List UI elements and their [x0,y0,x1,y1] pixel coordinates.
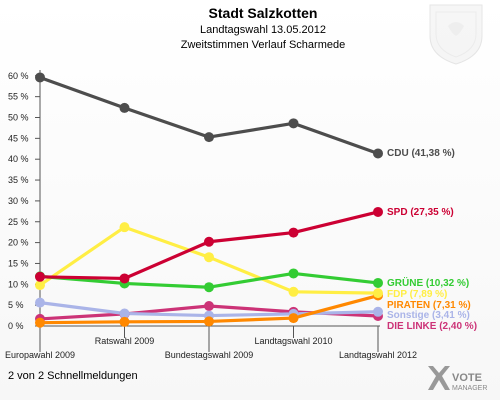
data-point [204,282,214,293]
chart-subtitle-2: Zweitstimmen Verlauf Scharmede [181,39,345,51]
y-tick-label: 5 % [8,300,24,310]
y-tick-label: 25 % [8,217,29,227]
data-point [288,268,299,279]
series-label: SPD (27,35 %) [387,207,454,218]
y-tick-label: 15 % [8,258,29,268]
series-label: DIE LINKE (2,40 %) [387,321,477,332]
data-point [35,317,45,328]
y-tick-label: 40 % [8,154,29,164]
data-point [204,236,214,247]
data-point [204,252,214,263]
x-tick-label: Europawahl 2009 [5,350,75,360]
data-point [373,306,383,317]
series-label: FDP (7,89 %) [387,289,447,300]
data-point [204,316,214,327]
data-point [288,286,299,297]
y-tick-label: 50 % [8,113,29,123]
data-point [288,118,299,129]
y-tick-label: 45 % [8,133,29,143]
brand-manager: MANAGER [452,385,487,392]
brand-vote: VOTE [452,372,482,384]
votemanager-logo-icon: VOTE MANAGER [428,366,487,392]
y-tick-label: 30 % [8,196,29,206]
data-point [373,288,383,299]
footer-note: 2 von 2 Schnellmeldungen [8,370,138,382]
x-tick-label: Landtagswahl 2012 [339,350,417,360]
data-point [204,300,214,311]
series-label: CDU (41,38 %) [387,148,455,159]
data-point [204,132,214,143]
x-tick-label: Bundestagswahl 2009 [165,350,254,360]
data-point [373,206,383,217]
series-label: PIRATEN (7,31 %) [387,300,471,311]
data-point [35,297,45,308]
data-point [288,227,299,238]
y-tick-label: 0 % [8,321,24,331]
chart-subtitle: Landtagswahl 13.05.2012 [200,24,326,36]
coat-of-arms-icon [429,4,483,65]
data-point [35,280,45,291]
series-label: Sonstige (3,41 %) [387,310,470,321]
series-label: GRÜNE (10,32 %) [387,276,469,289]
y-tick-label: 20 % [8,238,29,248]
data-point [35,72,45,83]
data-point [373,277,383,288]
chart-title: Stadt Salzkotten [209,5,318,21]
y-tick-label: 35 % [8,175,29,185]
x-tick-label: Ratswahl 2009 [95,336,155,346]
data-point [119,308,130,319]
y-tick-label: 55 % [8,92,29,102]
data-point [373,148,383,159]
data-point [119,316,130,327]
data-point [119,102,130,113]
data-point [288,313,299,324]
data-point [119,222,130,233]
y-tick-label: 60 % [8,71,29,81]
data-point [35,271,45,282]
x-tick-label: Landtagswahl 2010 [254,336,332,346]
data-point [119,273,130,284]
y-tick-label: 10 % [8,279,29,289]
